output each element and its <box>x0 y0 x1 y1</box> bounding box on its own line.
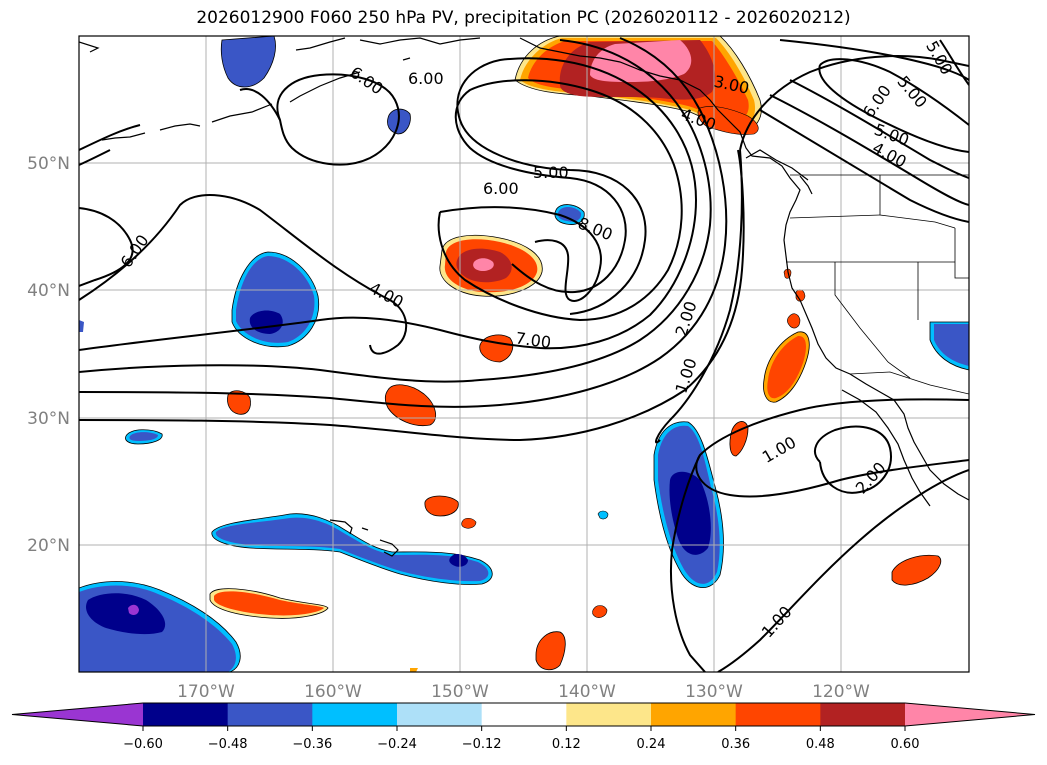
precip-area-small-c <box>227 390 251 415</box>
colorbar: −0.60 −0.48 −0.36 −0.24 −0.12 0.12 0.24 0.36 0.4… <box>11 702 1036 752</box>
lon-label: 130°W <box>685 682 743 702</box>
colorbar-tick-label: 0.24 <box>637 737 666 752</box>
colorbar-bin <box>227 703 313 726</box>
colorbar-tick-label: −0.24 <box>377 737 417 752</box>
colorbar-bin <box>312 703 398 726</box>
precip-area-aleutian-neg <box>220 36 276 88</box>
colorbar-bin <box>566 703 652 726</box>
latitude-labels: 50°N 40°N 30°N 20°N <box>27 154 70 556</box>
colorbar-bin <box>481 703 567 726</box>
colorbar-bin <box>397 703 483 726</box>
coastlines <box>79 37 969 557</box>
colorbar-tick-label: 0.48 <box>806 737 835 752</box>
contour-label: 6.00 <box>483 179 519 198</box>
colorbar-tick-label: −0.36 <box>292 737 332 752</box>
contour-label: 6.00 <box>408 69 444 88</box>
colorbar-tick-label: −0.12 <box>462 737 502 752</box>
lat-label: 50°N <box>27 154 70 174</box>
contour-label: 7.00 <box>514 328 552 352</box>
colorbar-tick-label: 0.12 <box>552 737 581 752</box>
lon-label: 160°W <box>304 682 362 702</box>
colorbar-over-arrow <box>905 703 1035 726</box>
lat-label: 40°N <box>27 281 70 301</box>
precip-area-small-d <box>424 495 459 517</box>
colorbar-tick-label: 0.60 <box>891 737 920 752</box>
colorbar-under-arrow <box>12 703 143 726</box>
map-title: 2026012900 F060 250 hPa PV, precipitatio… <box>196 8 851 28</box>
lon-label: 120°W <box>812 682 870 702</box>
graticule <box>79 36 969 672</box>
lon-label: 140°W <box>558 682 616 702</box>
lat-label: 20°N <box>27 536 70 556</box>
pv-contours <box>79 37 969 672</box>
map-panel: 6.00 6.00 6.00 6.00 5.00 5.00 4.00 3.00 … <box>79 36 969 672</box>
state-borders <box>786 174 969 395</box>
colorbar-bin <box>651 703 737 726</box>
longitude-labels: 170°W 160°W 150°W 140°W 130°W 120°W <box>177 682 870 702</box>
colorbar-tick-label: 0.36 <box>721 737 750 752</box>
colorbar-tick-label: −0.48 <box>208 737 248 752</box>
colorbar-tick-label: −0.60 <box>123 737 163 752</box>
colorbar-bin <box>735 703 821 726</box>
precip-positive-areas <box>209 36 942 672</box>
lon-label: 150°W <box>431 682 489 702</box>
colorbar-bin <box>820 703 906 726</box>
precip-area-bottom <box>535 631 566 671</box>
precip-area-mexico <box>891 554 942 586</box>
precip-area-offshore-strip <box>729 421 749 457</box>
colorbar-bin <box>143 703 229 726</box>
lon-label: 170°W <box>177 682 235 702</box>
contour-label: 5.00 <box>533 163 569 182</box>
lat-label: 30°N <box>27 409 70 429</box>
map-frame <box>78 35 970 673</box>
